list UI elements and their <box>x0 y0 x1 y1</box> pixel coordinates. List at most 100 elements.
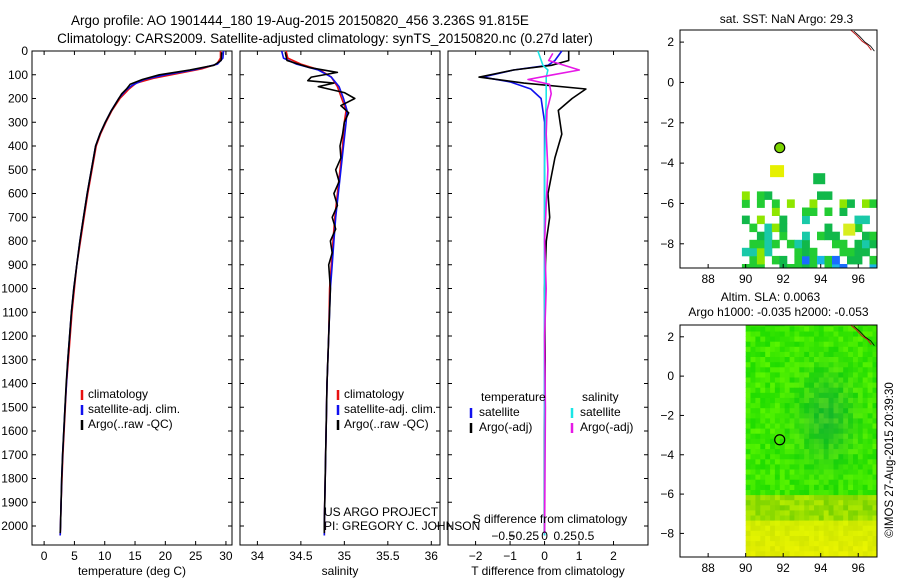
sst_map-coastline-edge <box>853 30 875 52</box>
sla_map-xtick-label: 92 <box>777 561 791 575</box>
salinity-xtick-label: 35.5 <box>376 549 400 563</box>
sla_map-frame <box>679 324 878 558</box>
title-line-1: Argo profile: AO 1901444_180 19-Aug-2015… <box>71 13 529 28</box>
salinity-xtick-label: 34 <box>251 549 265 563</box>
temperature-ytick-label: 0 <box>21 44 28 58</box>
temperature-xtick-label: 25 <box>189 549 203 563</box>
difference-xtick-label: −1 <box>503 549 517 563</box>
sla_map-cells <box>745 325 877 557</box>
sst_map-ytick-label: −6 <box>660 196 674 210</box>
salinity-panel <box>239 50 441 546</box>
temperature-ytick-label: 1200 <box>1 329 28 343</box>
temperature-legend-label-2: Argo(..raw -QC) <box>88 417 173 431</box>
difference-legend-label-1: Argo(-adj) <box>479 420 532 434</box>
sla_map-coastline-edge <box>853 325 875 346</box>
difference-xlabel: T difference from climatology <box>471 564 625 578</box>
difference-xtick-label: 0 <box>541 549 548 563</box>
temperature-xtick-label: 20 <box>159 549 173 563</box>
difference-stick-label: −0.5 <box>491 529 515 543</box>
sst_map-coastline <box>850 29 872 51</box>
sst_map-panel <box>679 29 878 269</box>
temperature-plot-frame <box>31 50 233 546</box>
difference-stick-label: −0.25 <box>509 529 540 543</box>
sla_map-panel <box>679 324 878 558</box>
temperature-ytick-label: 400 <box>8 139 28 153</box>
difference-series-1 <box>478 51 587 534</box>
temperature-xtick-label: 30 <box>219 549 233 563</box>
salinity-legend-label-0: climatology <box>344 387 404 401</box>
salinity-xtick-label: 34.5 <box>289 549 313 563</box>
temperature-ytick-label: 1500 <box>1 400 28 414</box>
title-line-2: Climatology: CARS2009. Satellite-adjuste… <box>57 31 593 46</box>
difference-series-0 <box>481 50 563 536</box>
footer-pi: PI: GREGORY C. JOHNSON <box>324 519 480 533</box>
temperature-xtick-label: 0 <box>41 549 48 563</box>
temperature-series-1 <box>59 50 225 536</box>
temperature-ytick-label: 700 <box>8 210 28 224</box>
sla_map-xtick-label: 90 <box>739 561 753 575</box>
sla_map-coastline <box>850 324 872 345</box>
temperature-ytick-label: 1800 <box>1 472 28 486</box>
temperature-series-0 <box>59 51 222 536</box>
temperature-ytick-label: 900 <box>8 258 28 272</box>
sst_map-xtick-label: 94 <box>814 272 828 286</box>
salinity-legend-label-1: satellite-adj. clim. <box>344 402 436 416</box>
temperature-xtick-label: 10 <box>98 549 112 563</box>
difference-xtick-label: −2 <box>469 549 483 563</box>
sla_map-ytick-label: 2 <box>667 330 674 344</box>
salinity-series-1 <box>280 50 348 536</box>
sla_map-xtick-label: 94 <box>814 561 828 575</box>
sst_map-xtick-label: 96 <box>852 272 866 286</box>
difference-panel <box>447 50 649 546</box>
sla_map-ytick-label: −4 <box>660 448 674 462</box>
difference-stick-label: 0.5 <box>578 529 595 543</box>
sst_map-frame <box>679 29 878 269</box>
temperature-ytick-label: 500 <box>8 163 28 177</box>
temperature-ytick-label: 1300 <box>1 353 28 367</box>
difference-stick-label: 0.25 <box>554 529 578 543</box>
temperature-ytick-label: 100 <box>8 68 28 82</box>
sst_map-ytick-label: −8 <box>660 237 674 251</box>
sst_map-xtick-label: 88 <box>701 272 715 286</box>
temperature-ytick-label: 1100 <box>2 305 28 319</box>
salinity-series-0 <box>285 50 347 536</box>
sst_map-ytick-label: 0 <box>667 75 674 89</box>
temperature-xlabel: temperature (deg C) <box>78 564 186 578</box>
temperature-ytick-label: 1600 <box>1 424 28 438</box>
temperature-ytick-label: 800 <box>8 234 28 248</box>
sst_map-ytick-label: −2 <box>660 116 674 130</box>
temperature-ytick-label: 2000 <box>1 519 28 533</box>
difference-series-3 <box>527 52 581 534</box>
difference-stick-label: 0 <box>541 529 548 543</box>
temperature-ytick-label: 300 <box>8 115 28 129</box>
footer-project: US ARGO PROJECT <box>324 505 439 519</box>
sla_map-ytick-label: 0 <box>667 369 674 383</box>
difference-legend-label-2: satellite <box>580 405 621 419</box>
difference-s-xlabel: S difference from climatology <box>473 512 628 526</box>
sst_map-ytick-label: −4 <box>660 156 674 170</box>
salinity-xlabel: salinity <box>322 564 359 578</box>
difference-xtick-label: 2 <box>610 549 617 563</box>
sst-map-title: sat. SST: NaN Argo: 29.3 <box>720 12 854 26</box>
salinity-xtick-label: 35 <box>338 549 352 563</box>
sla_map-ytick-label: −6 <box>660 487 674 501</box>
difference-xtick-label: 1 <box>576 549 583 563</box>
sst_map-xtick-label: 90 <box>739 272 753 286</box>
sla_map-ytick-label: −2 <box>660 408 674 422</box>
temperature-ytick-label: 200 <box>8 92 28 106</box>
temperature-panel <box>31 50 233 546</box>
sst_map-xtick-label: 92 <box>777 272 791 286</box>
sla_map-argo-position-marker <box>774 434 786 446</box>
temperature-xtick-label: 15 <box>128 549 142 563</box>
temperature-ytick-label: 1700 <box>1 448 28 462</box>
temperature-ytick-label: 1400 <box>1 377 28 391</box>
temperature-ytick-label: 600 <box>8 187 28 201</box>
temperature-xtick-label: 5 <box>71 549 78 563</box>
temperature-legend-label-1: satellite-adj. clim. <box>88 402 180 416</box>
sst_map-ytick-label: 2 <box>667 35 674 49</box>
sla_map-xtick-label: 96 <box>852 561 866 575</box>
imos-timestamp: ©IMOS 27-Aug-2015 20:39:30 <box>884 382 896 538</box>
sla-map-title: Altim. SLA: 0.0063 <box>721 290 821 304</box>
salinity-plot-frame <box>239 50 441 546</box>
